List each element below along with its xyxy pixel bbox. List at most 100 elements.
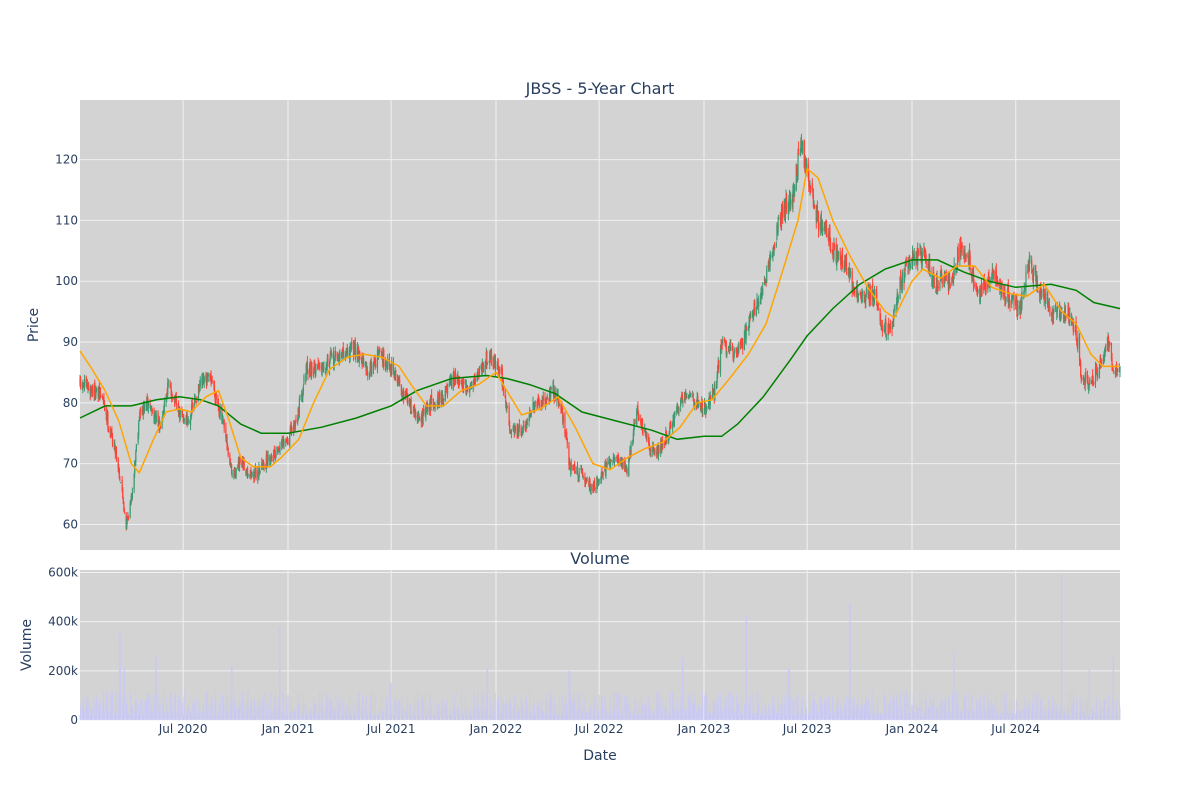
candle-body [140, 412, 141, 414]
candle [128, 515, 129, 521]
volume-bar [347, 705, 348, 720]
candle [654, 448, 655, 457]
candle-body [310, 363, 311, 372]
candle [116, 446, 117, 461]
volume-bar [587, 711, 588, 720]
volume-bar [136, 698, 137, 720]
volume-bar [391, 713, 392, 720]
volume-bar [655, 715, 656, 720]
candle-body [894, 309, 895, 310]
volume-bar [894, 698, 895, 720]
candle [411, 411, 412, 414]
candle-body [792, 191, 793, 207]
candle-body [543, 397, 544, 400]
candle-body [299, 395, 300, 396]
volume-bar [184, 692, 185, 720]
volume-bar [152, 712, 153, 720]
candle-body [128, 518, 129, 519]
volume-y-tick-label: 200k [48, 664, 78, 678]
candle-body [934, 278, 935, 288]
candle-body [770, 256, 771, 257]
candle-body [797, 153, 798, 176]
x-tick-label: Jul 2022 [574, 722, 624, 736]
candle [993, 270, 994, 282]
candle-body [832, 250, 833, 254]
candle-body [1109, 345, 1110, 348]
candle [900, 269, 901, 279]
volume-bar [607, 710, 608, 720]
candle [858, 293, 859, 301]
candle-body [330, 355, 331, 360]
candle [724, 337, 725, 343]
candle [646, 432, 647, 442]
candle [559, 402, 560, 407]
candle-body [395, 370, 396, 378]
volume-bar [124, 668, 125, 720]
candle [776, 241, 777, 247]
candle [927, 260, 928, 269]
candle-body [86, 377, 87, 382]
candle [1053, 305, 1054, 313]
candle [232, 470, 233, 478]
candle [367, 371, 368, 380]
candle [1005, 296, 1006, 303]
candle [830, 238, 831, 253]
volume-bar [104, 711, 105, 720]
candle-body [587, 480, 588, 481]
candle-body [184, 418, 185, 420]
candle-body [458, 386, 459, 387]
candle [583, 474, 584, 480]
volume-bar [423, 700, 424, 720]
volume-bar [551, 694, 552, 720]
candle-body [814, 206, 815, 209]
volume-bar [599, 695, 600, 720]
candle-body [607, 462, 608, 465]
candle [842, 248, 843, 269]
candle-body [1117, 373, 1118, 375]
candle [866, 287, 867, 297]
candle-body [810, 186, 811, 187]
volume-bar [623, 709, 624, 720]
candle-body [307, 362, 308, 368]
candle-body [922, 252, 923, 263]
candle-body [599, 480, 600, 481]
candle-body [615, 458, 616, 459]
candle [1045, 288, 1046, 304]
candle [267, 451, 268, 466]
candle [794, 184, 795, 197]
volume-bar [575, 709, 576, 720]
volume-y-axis-label: Volume [19, 619, 35, 671]
candle-body [654, 451, 655, 452]
candle-body [355, 350, 356, 358]
candle-body [778, 219, 779, 220]
candle-body [191, 417, 192, 419]
candle-body [410, 399, 411, 413]
volume-bar [316, 704, 317, 720]
candle [834, 243, 835, 251]
candle [579, 468, 580, 482]
candle-body [638, 418, 639, 419]
volume-bar [415, 697, 416, 720]
candle-body [102, 396, 103, 397]
volume-bar [232, 665, 233, 720]
candle-body [724, 339, 725, 341]
candle [770, 252, 771, 260]
candle-body [622, 462, 623, 468]
candle [575, 466, 576, 473]
candle [539, 398, 540, 409]
candle-body [527, 422, 528, 423]
candle-body [898, 297, 899, 298]
candle-body [254, 468, 255, 477]
volume-bar [284, 715, 285, 720]
volume-bar [527, 705, 528, 720]
candle [746, 322, 747, 344]
candle-body [176, 397, 177, 405]
candle [934, 276, 935, 288]
candle-body [138, 423, 139, 435]
x-tick-label: Jul 2024 [990, 722, 1040, 736]
candle-body [347, 352, 348, 353]
candle [1001, 280, 1002, 298]
volume-bar [427, 707, 428, 720]
candle-body [826, 224, 827, 237]
candle-body [240, 458, 241, 463]
